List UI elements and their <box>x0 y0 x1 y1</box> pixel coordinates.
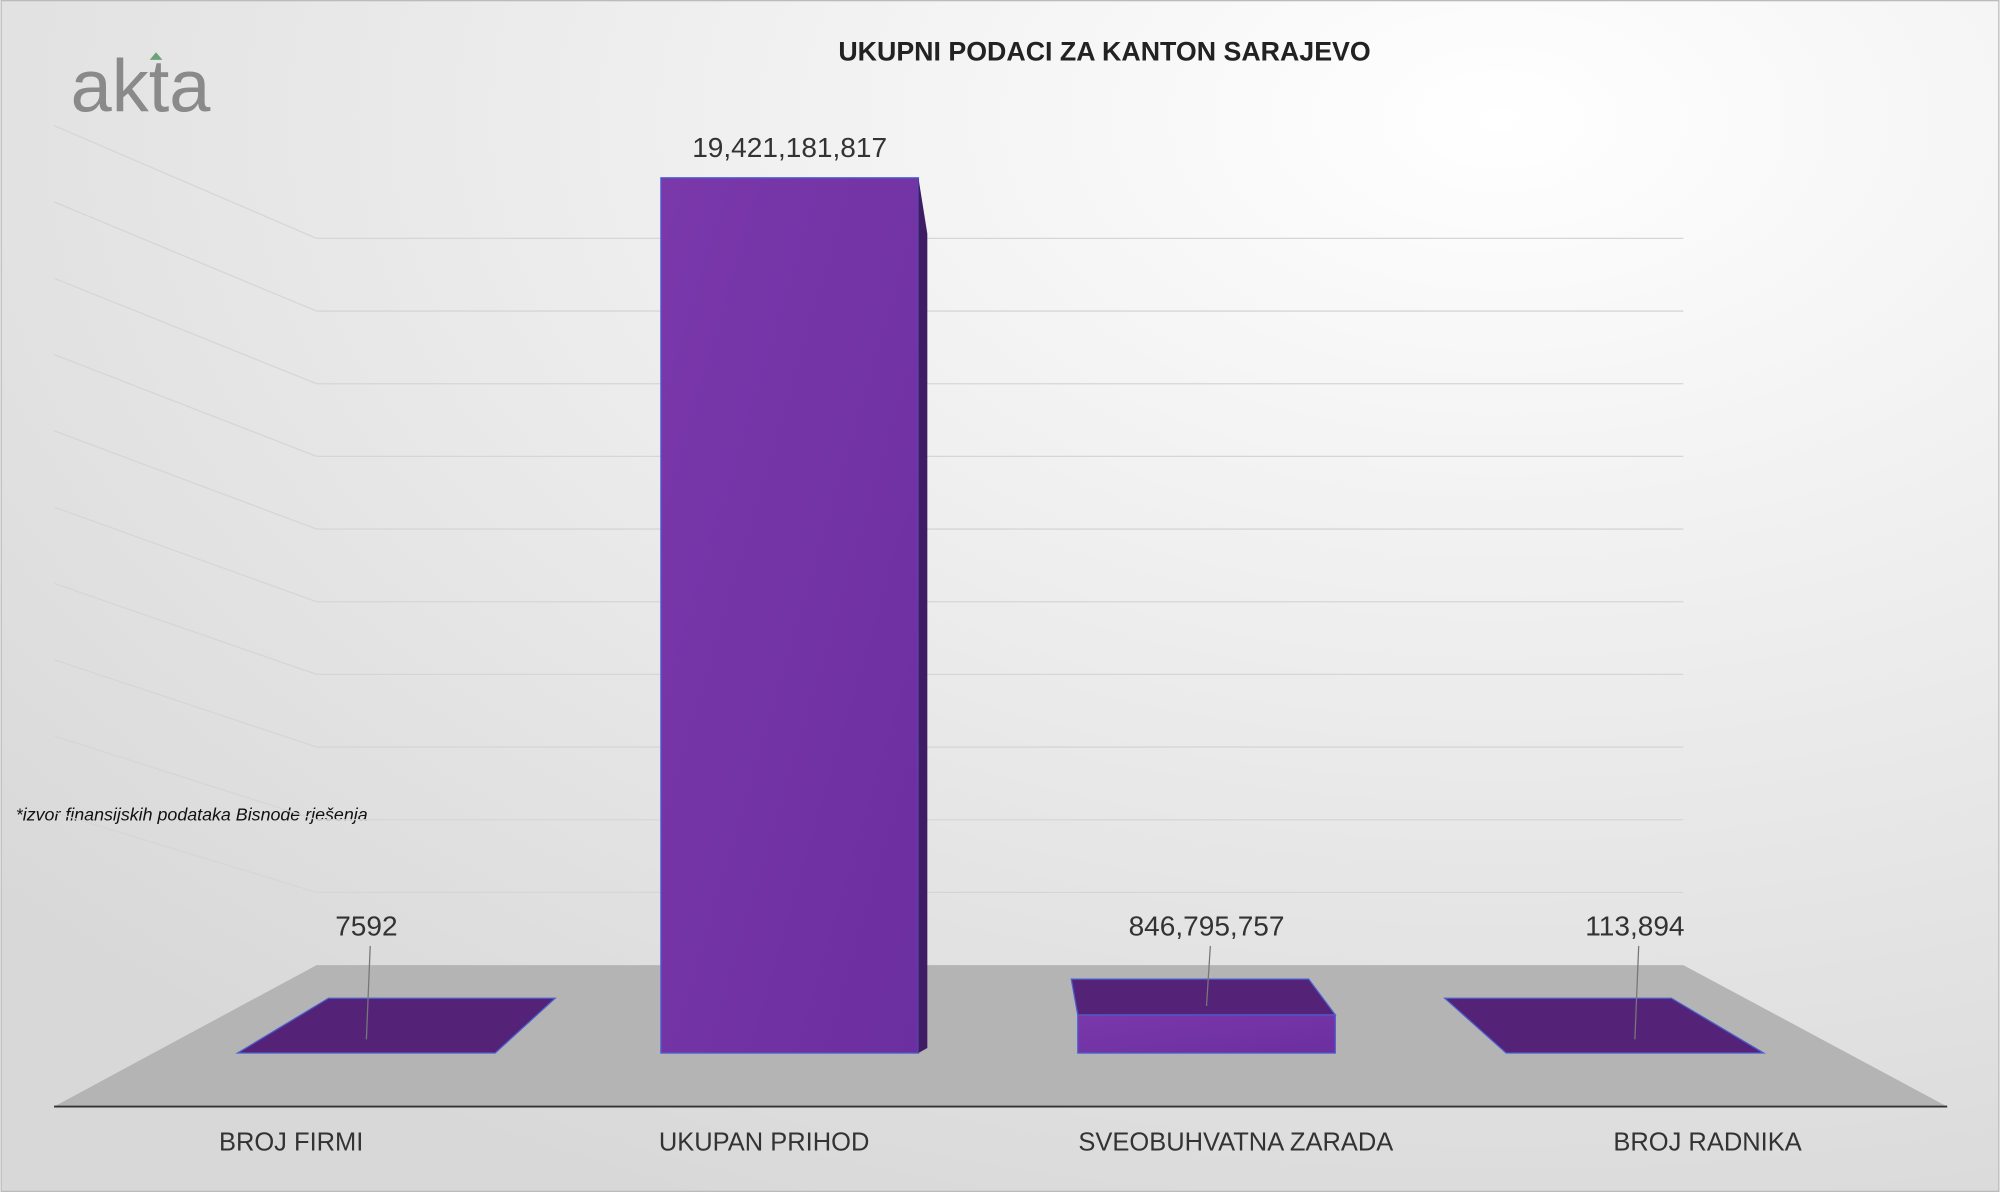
bar-front <box>660 177 920 1054</box>
leader-line <box>1205 945 1211 1006</box>
side-grid-line <box>53 430 317 530</box>
x-tick-label: BROJ FIRMI <box>219 1128 363 1156</box>
data-label: 846,795,757 <box>1129 911 1285 942</box>
x-tick-label: SVEOBUHVATNA ZARADA <box>1078 1128 1393 1156</box>
source-note: *izvor finansijskih podataka Bisnode rje… <box>16 805 368 825</box>
side-grid-line <box>53 201 317 312</box>
side-grid-line <box>53 353 317 457</box>
leader-line <box>1634 945 1640 1040</box>
x-tick-label: UKUPAN PRIHOD <box>659 1128 870 1156</box>
side-grid-line <box>53 659 317 748</box>
bar-top <box>1443 997 1766 1054</box>
side-grid-line <box>53 735 317 821</box>
side-grid-line <box>53 811 317 894</box>
side-grid-line <box>53 582 317 676</box>
bar-side <box>918 177 928 1054</box>
data-label: 113,894 <box>1585 911 1684 942</box>
bar-top <box>1070 978 1337 1016</box>
logo-mark <box>149 52 163 60</box>
data-label: 7592 <box>335 911 397 942</box>
side-grid-line <box>53 124 317 239</box>
leader-line <box>365 945 371 1040</box>
bar-front <box>1077 1014 1336 1054</box>
chart-title: UKUPNI PODACI ZA KANTON SARAJEVO <box>838 37 1370 67</box>
data-label: 19,421,181,817 <box>692 132 887 163</box>
side-grid-line <box>53 506 317 603</box>
bar-top <box>235 997 557 1054</box>
x-tick-label: BROJ RADNIKA <box>1613 1128 1801 1156</box>
side-grid-line <box>53 277 317 385</box>
logo: akta <box>71 44 212 127</box>
